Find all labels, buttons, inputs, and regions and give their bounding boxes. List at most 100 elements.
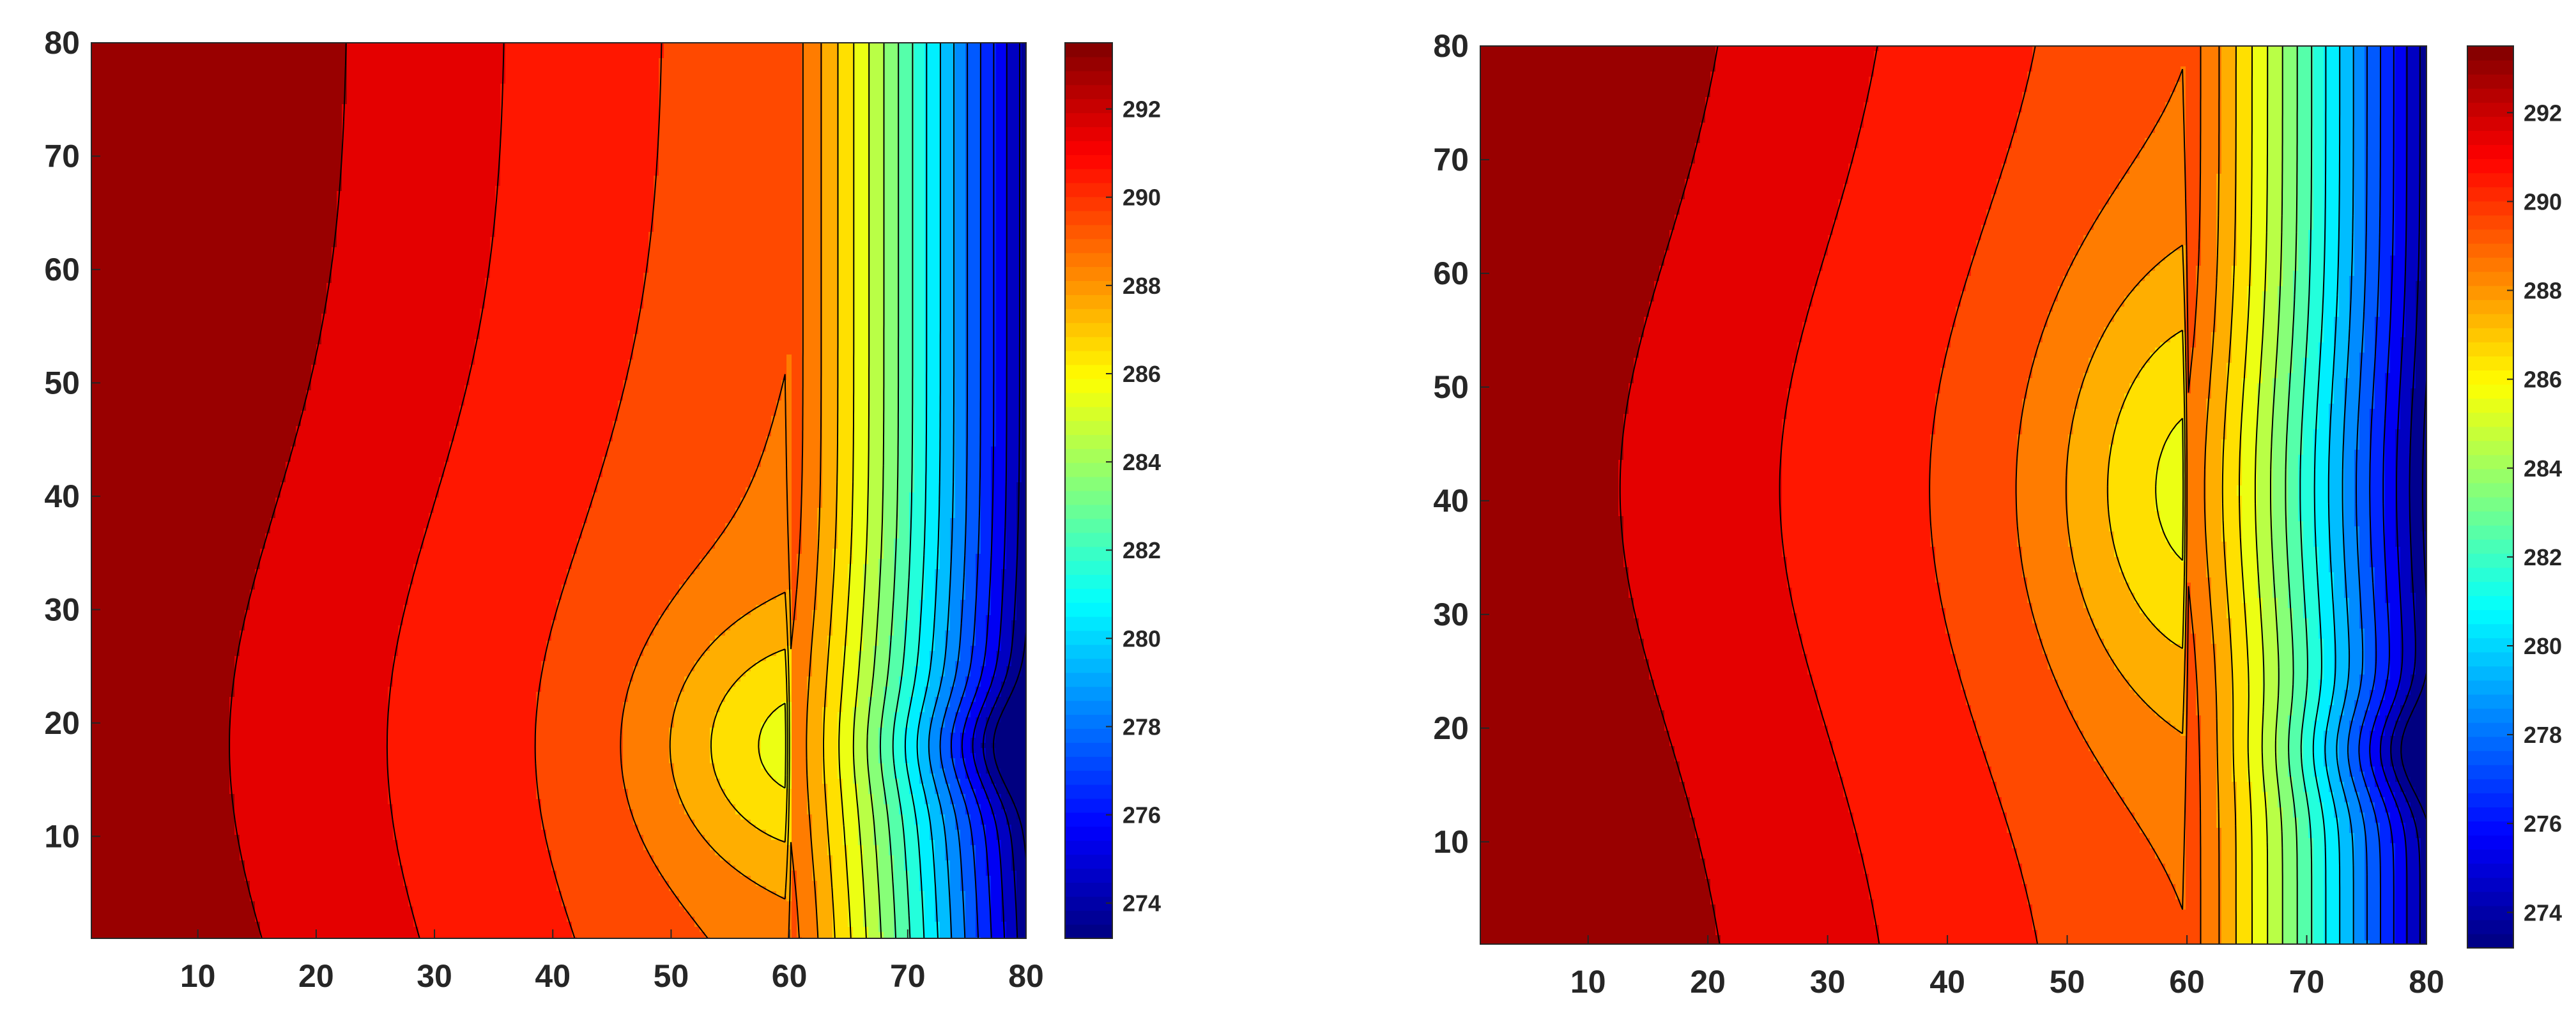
colorbar-step	[1065, 407, 1112, 422]
colorbar-step	[2467, 413, 2513, 427]
colorbar-step	[1065, 434, 1112, 449]
colorbar-step	[1065, 351, 1112, 365]
colorbar-step	[1065, 547, 1112, 561]
colorbar-step	[1065, 280, 1112, 295]
colorbar-step	[1065, 294, 1112, 309]
colorbar-step	[2467, 892, 2513, 906]
colorbar-step	[2467, 920, 2513, 935]
colorbar-step	[2467, 525, 2513, 540]
y-tick-label: 20	[1433, 710, 1469, 746]
colorbar-step	[2467, 46, 2513, 61]
x-axis: 10 20 30 40 50 60 70 80	[1570, 935, 2444, 1000]
x-tick-label: 10	[1570, 964, 1606, 1000]
y-tick-label: 30	[1433, 597, 1469, 632]
colorbar-step	[2467, 399, 2513, 413]
x-tick-label: 40	[1929, 964, 1965, 1000]
colorbar-step	[1065, 616, 1112, 631]
colorbar-step	[1065, 197, 1112, 211]
colorbar-step	[1065, 910, 1112, 925]
colorbar-step	[1065, 225, 1112, 240]
colorbar-step	[2467, 680, 2513, 695]
x-tick-label: 80	[1008, 958, 1044, 994]
colorbar-step	[1065, 588, 1112, 603]
colorbar-step	[1065, 770, 1112, 785]
x-tick-label: 20	[298, 958, 334, 994]
colorbar-step	[2467, 694, 2513, 709]
y-tick-label: 10	[1433, 824, 1469, 860]
colorbar-step	[2467, 567, 2513, 582]
y-tick-label: 80	[1433, 28, 1469, 64]
colorbar-tick-label: 276	[1123, 802, 1161, 828]
colorbar-step	[1065, 448, 1112, 463]
colorbar-step	[1065, 630, 1112, 645]
x-tick-label: 30	[417, 958, 452, 994]
y-tick-label: 80	[44, 25, 80, 61]
colorbar-step	[1065, 169, 1112, 183]
colorbar-step	[2467, 314, 2513, 328]
colorbar-step	[2467, 144, 2513, 159]
x-tick-label: 10	[180, 958, 216, 994]
y-tick-label: 40	[44, 478, 80, 514]
colorbar-step	[1065, 701, 1112, 715]
y-tick-label: 60	[44, 252, 80, 287]
colorbar-tick-label: 274	[2524, 899, 2562, 926]
colorbar-step	[1065, 393, 1112, 408]
y-tick-label: 70	[44, 138, 80, 174]
y-tick-label: 20	[44, 705, 80, 741]
colorbar-step	[1065, 868, 1112, 883]
colorbar-step	[1065, 239, 1112, 254]
colorbar-step	[2467, 610, 2513, 625]
colorbar-step	[1065, 659, 1112, 673]
colorbar-step	[1065, 855, 1112, 869]
colorbar-step	[2467, 793, 2513, 807]
colorbar-step	[1065, 784, 1112, 799]
colorbar-step	[2467, 652, 2513, 667]
x-tick-label: 60	[772, 958, 808, 994]
y-tick-label: 50	[1433, 369, 1469, 405]
colorbar-tick-label: 286	[1123, 361, 1161, 387]
colorbar-step	[1065, 645, 1112, 659]
colorbar-step	[2467, 102, 2513, 117]
colorbar-step	[1065, 574, 1112, 589]
colorbar-step	[1065, 379, 1112, 393]
x-tick-label: 50	[2050, 964, 2085, 1000]
colorbar-tick-label: 288	[2524, 278, 2562, 304]
colorbar-step	[1065, 882, 1112, 897]
colorbar-step	[1065, 462, 1112, 477]
colorbar-step	[2467, 441, 2513, 455]
colorbar-step	[1065, 155, 1112, 169]
x-tick-label: 70	[2289, 964, 2325, 1000]
y-tick-label: 30	[44, 591, 80, 627]
y-tick-label: 60	[1433, 256, 1469, 291]
colorbar-step	[2467, 328, 2513, 342]
colorbar-step	[2467, 638, 2513, 653]
colorbar-step	[1065, 211, 1112, 225]
colorbar-tick-label: 290	[1123, 185, 1161, 211]
colorbar-step	[1065, 323, 1112, 337]
colorbar-step	[1065, 673, 1112, 687]
colorbar-step	[2467, 483, 2513, 498]
contour-fill	[1480, 46, 2432, 946]
colorbar-step	[2467, 934, 2513, 949]
colorbar-step	[2467, 187, 2513, 202]
colorbar-step	[2467, 88, 2513, 103]
colorbar-step	[2467, 385, 2513, 399]
colorbar-tick-label: 278	[2524, 722, 2562, 748]
colorbar-step	[2467, 736, 2513, 751]
colorbar-tick-label: 278	[1123, 714, 1161, 740]
colorbar-step	[1065, 141, 1112, 155]
colorbar-step	[2467, 286, 2513, 300]
colorbar-step	[2467, 74, 2513, 89]
y-tick-label: 40	[1433, 483, 1469, 519]
colorbar-step	[1065, 715, 1112, 729]
colorbar-step	[1065, 813, 1112, 827]
colorbar-step	[2467, 624, 2513, 639]
colorbar-step	[2467, 553, 2513, 568]
colorbar-step	[2467, 722, 2513, 737]
colorbar-step	[1065, 113, 1112, 128]
colorbar-step	[2467, 666, 2513, 681]
colorbar-step	[2467, 116, 2513, 131]
colorbar-step	[2467, 906, 2513, 920]
